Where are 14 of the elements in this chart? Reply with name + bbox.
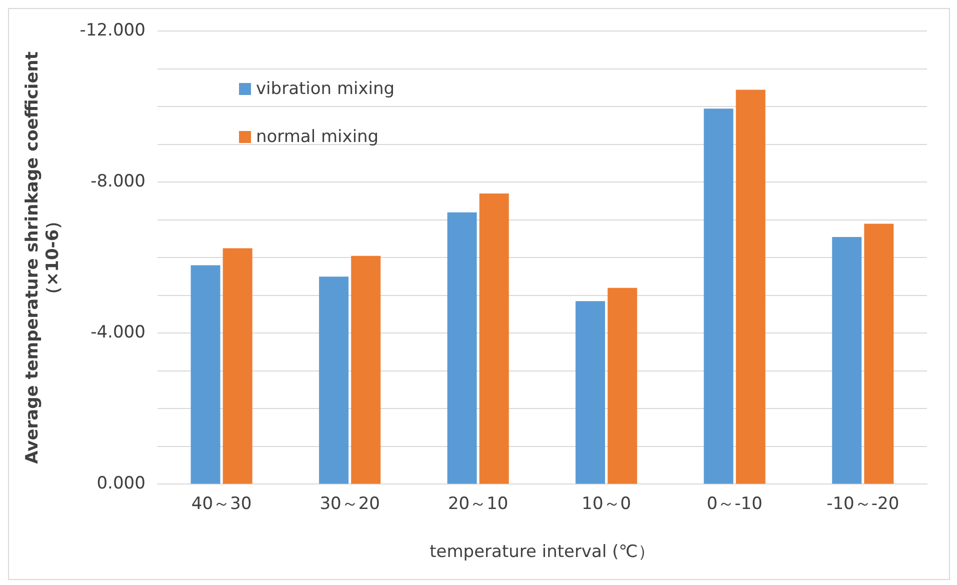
x-axis-title: temperature interval (℃）: [430, 542, 655, 562]
x-tick-label: -10～-20: [826, 494, 900, 514]
x-tick-label: 40～30: [191, 494, 252, 514]
x-tick-label: 30～20: [320, 494, 380, 514]
y-tick-label: -12.000: [80, 20, 146, 41]
y-tick-label: -4.000: [90, 322, 146, 343]
x-tick-label: 10～0: [582, 494, 632, 514]
y-tick-label: -8.000: [90, 172, 146, 192]
x-tick-label: 0～-10: [706, 494, 762, 514]
y-tick-label: 0.000: [96, 474, 146, 494]
x-tick-label: 20～10: [448, 494, 508, 514]
legend-label: vibration mixing: [256, 79, 395, 99]
legend-label: normal mixing: [256, 127, 379, 147]
y-axis-title: Average temperature shrinkage coefficient （×10-6）: [22, 51, 64, 464]
